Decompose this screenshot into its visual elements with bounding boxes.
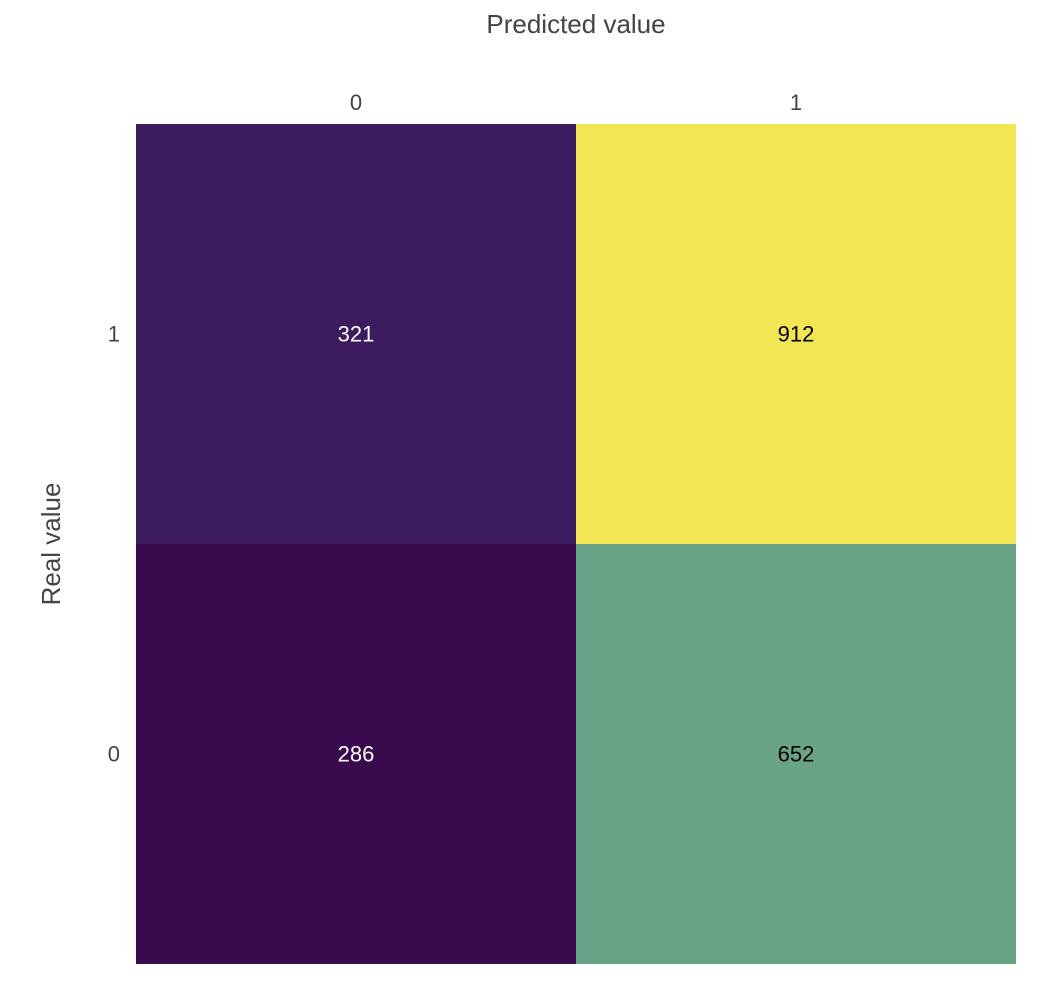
x-tick-label: 1 (790, 90, 802, 115)
y-tick-label: 1 (108, 322, 120, 347)
x-axis-title: Predicted value (486, 9, 665, 39)
heatmap-cell (136, 124, 576, 544)
cell-value-label: 912 (778, 322, 815, 347)
plot-area: 321 912 286 652 0 1 1 0 (108, 90, 1016, 964)
axis-labels: Predicted value Real value (36, 9, 666, 605)
heatmap-cell (576, 124, 1016, 544)
cell-value-label: 652 (778, 742, 815, 767)
heatmap-cell (576, 544, 1016, 964)
x-tick-label: 0 (350, 90, 362, 115)
heatmap-cell (136, 544, 576, 964)
cell-value-label: 321 (338, 322, 375, 347)
cell-value-label: 286 (338, 742, 375, 767)
y-tick-label: 0 (108, 742, 120, 767)
y-axis-title: Real value (36, 483, 66, 606)
